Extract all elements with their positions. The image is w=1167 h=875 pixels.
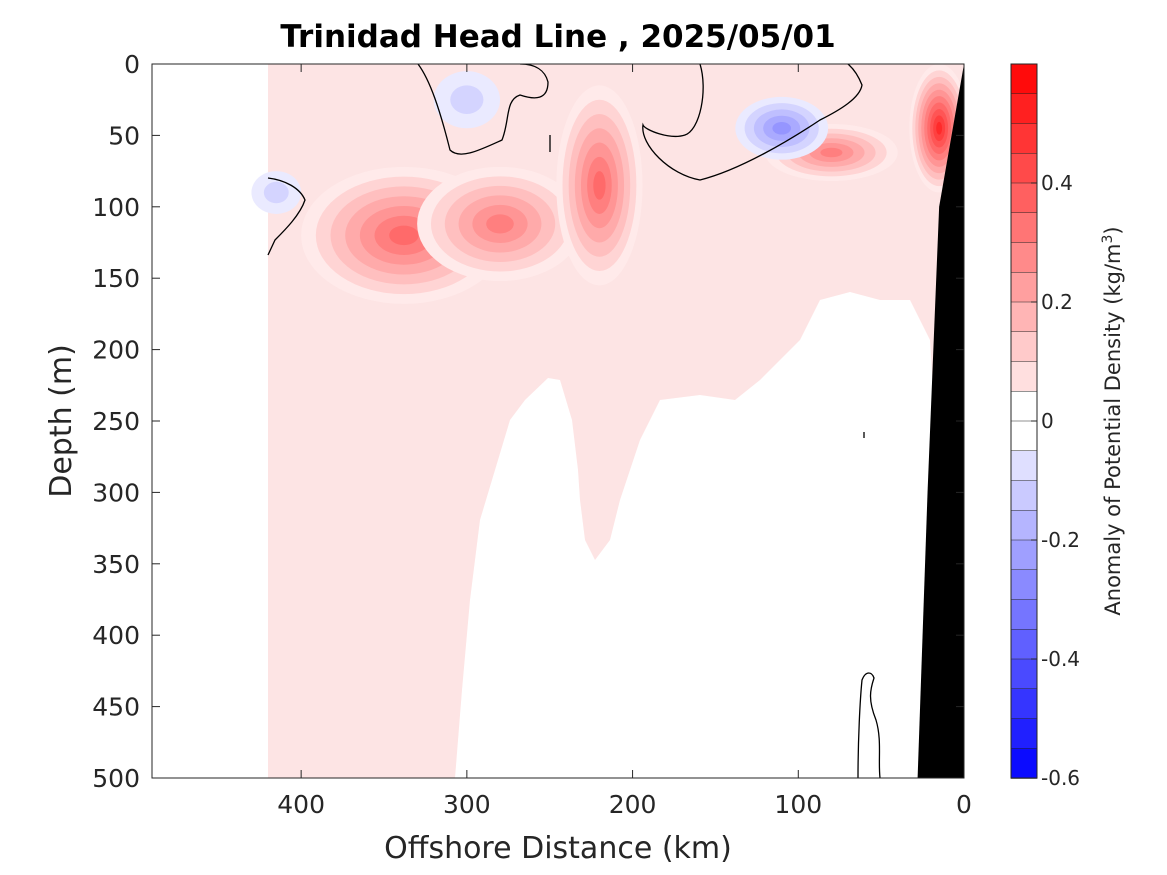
colorbar-swatch	[1010, 480, 1038, 511]
x-axis: 400 300 200 100 0	[277, 64, 972, 819]
colorbar-swatch	[1010, 63, 1038, 95]
contour-level	[389, 225, 419, 246]
colorbar-swatch	[1010, 569, 1038, 601]
colorbar-tick-label: -0.4	[1041, 647, 1080, 671]
zero-contour-line	[267, 177, 306, 256]
bathymetry-mask	[917, 64, 964, 778]
y-tick-label: 400	[92, 621, 140, 650]
y-tick-label: 150	[92, 264, 140, 293]
colorbar-swatch	[1010, 331, 1038, 363]
contour-level	[772, 121, 791, 135]
y-tick-label: 0	[124, 50, 140, 79]
chart-title: Trinidad Head Line , 2025/05/01	[280, 19, 835, 55]
colorbar-swatch	[1010, 272, 1038, 303]
y-tick-label: 450	[92, 693, 140, 722]
x-tick-label: 300	[443, 790, 491, 819]
plot-area	[152, 64, 964, 778]
colorbar-tick-label: -0.2	[1041, 528, 1080, 552]
colorbar-swatch	[1010, 688, 1038, 720]
zero-contour-line	[642, 64, 863, 181]
colorbar-swatch	[1010, 539, 1038, 571]
contour-level	[450, 85, 484, 114]
colorbar-swatch	[1010, 153, 1038, 184]
zero-region-nearshore	[715, 300, 915, 778]
zero-contour-line	[417, 64, 549, 155]
contour-level	[820, 147, 843, 158]
colorbar-tick-label: -0.6	[1041, 766, 1080, 790]
colorbar-ticks: 0.4 0.2 0 -0.2 -0.4 -0.6	[1031, 171, 1080, 790]
colorbar-swatch	[1010, 301, 1038, 333]
x-axis-label: Offshore Distance (km)	[384, 831, 732, 866]
colorbar-swatch	[1010, 510, 1038, 541]
colorbar-swatch	[1010, 718, 1038, 749]
x-tick-label: 100	[774, 790, 822, 819]
colorbar-swatch	[1010, 391, 1038, 422]
colorbar-swatch	[1010, 658, 1038, 690]
zero-contour-line	[857, 672, 881, 778]
x-tick-label: 0	[956, 790, 972, 819]
y-axis-label: Depth (m)	[44, 344, 79, 498]
colorbar-swatch	[1010, 123, 1038, 154]
colorbar-swatch	[1010, 599, 1038, 630]
contour-level	[593, 171, 606, 200]
anomaly-contours	[251, 64, 964, 304]
contour-level	[936, 121, 943, 135]
colorbar-label-text: Anomaly of Potential Density (kg/m	[1101, 244, 1125, 616]
colorbar-label-superscript: 3	[1100, 235, 1116, 244]
colorbar-swatch	[1010, 629, 1038, 660]
colorbar-swatch	[1010, 212, 1038, 244]
y-tick-label: 300	[92, 478, 140, 507]
colorbar-label-suffix: )	[1101, 226, 1125, 234]
colorbar-label: Anomaly of Potential Density (kg/m3)	[1100, 226, 1125, 615]
y-tick-label: 250	[92, 407, 140, 436]
colorbar-tick-label: 0.2	[1041, 290, 1073, 314]
y-tick-label: 100	[92, 193, 140, 222]
y-tick-label: 200	[92, 336, 140, 365]
y-tick-label: 50	[108, 121, 140, 150]
colorbar-swatch	[1010, 182, 1038, 214]
colorbar-swatch	[1010, 450, 1038, 482]
contour-level	[263, 181, 289, 204]
colorbar-swatch	[1010, 420, 1038, 452]
contour-level	[486, 214, 514, 234]
zero-contour-lines	[267, 64, 881, 778]
y-axis: 0 50 100 150 200 250 300 350 400 450 500	[92, 50, 964, 793]
x-tick-label: 400	[277, 790, 325, 819]
colorbar-swatch	[1010, 361, 1038, 392]
colorbar-tick-label: 0	[1041, 409, 1054, 433]
colorbar-swatch	[1010, 242, 1038, 273]
y-tick-label: 500	[92, 764, 140, 793]
y-tick-label: 350	[92, 550, 140, 579]
colorbar-tick-label: 0.4	[1041, 171, 1073, 195]
x-tick-label: 200	[609, 790, 657, 819]
colorbar-swatch	[1010, 748, 1038, 779]
colorbar-swatch	[1010, 93, 1038, 125]
